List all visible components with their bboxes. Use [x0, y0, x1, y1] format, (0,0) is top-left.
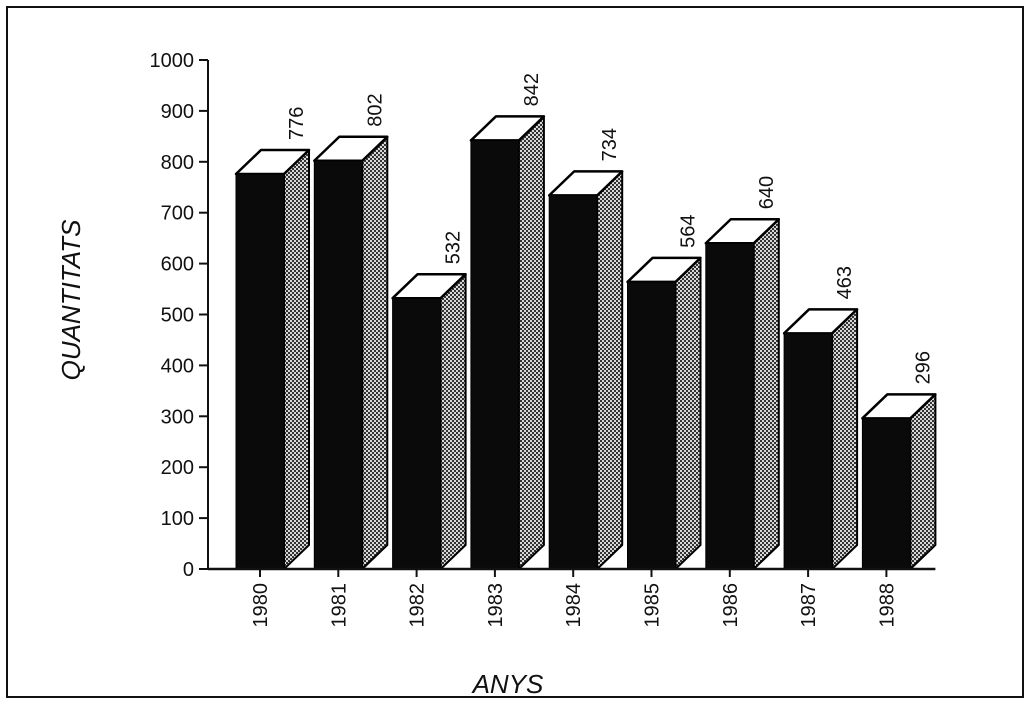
data-label-1981: 802	[364, 93, 386, 126]
bar-1980	[235, 173, 285, 570]
y-tick-label: 500	[161, 305, 194, 327]
bar-1983	[470, 139, 520, 570]
x-tick-label: 1984	[563, 583, 585, 628]
x-tick-label: 1980	[250, 583, 272, 628]
x-tick-label: 1986	[720, 583, 742, 628]
y-tick-label: 900	[161, 101, 194, 123]
bar-side-1982	[439, 273, 467, 570]
y-tick-label: 0	[183, 559, 194, 581]
bar-side-1983	[517, 115, 545, 570]
y-tick-label: 300	[161, 406, 194, 428]
y-tick-label: 1000	[150, 50, 195, 72]
x-tick-label: 1987	[798, 583, 820, 628]
bar-1985	[627, 281, 676, 570]
x-tick-label: 1983	[485, 583, 507, 628]
y-tick-label: 700	[161, 203, 194, 225]
y-tick-label: 600	[161, 254, 194, 276]
data-label-1980: 776	[286, 107, 308, 140]
bar-1988	[861, 417, 911, 570]
bar-side-1984	[596, 170, 624, 570]
y-tick-label: 200	[161, 457, 194, 479]
bar-side-1986	[752, 218, 780, 570]
bar-side-1987	[831, 308, 859, 570]
y-axis-title: QUANTITATS	[56, 219, 86, 380]
data-label-1987: 463	[834, 266, 856, 299]
x-tick-label: 1988	[876, 583, 898, 628]
bar-1986	[705, 242, 755, 570]
x-tick-label: 1982	[407, 583, 429, 628]
bar-side-1985	[674, 256, 702, 570]
x-tick-label: 1985	[642, 583, 664, 628]
bar-1984	[548, 194, 598, 570]
x-axis-title: ANYS	[471, 669, 544, 699]
bar-side-1988	[909, 393, 937, 570]
data-label-1986: 640	[756, 176, 778, 209]
bar-side-1980	[283, 149, 310, 570]
bar-side-1981	[361, 135, 389, 570]
data-label-1982: 532	[443, 231, 465, 264]
data-label-1985: 564	[678, 215, 700, 248]
bar-1987	[783, 332, 833, 570]
y-tick-label: 800	[161, 152, 194, 174]
bar-1981	[313, 160, 363, 570]
y-tick-label: 100	[161, 508, 194, 530]
data-label-1984: 734	[599, 128, 621, 161]
data-label-1988: 296	[912, 351, 934, 384]
plot-area: 0 100 200 300 400 500 600 700 800 900 1000 776 1980 8…	[150, 50, 937, 628]
bar-1982	[392, 297, 442, 570]
data-label-1983: 842	[521, 73, 543, 106]
x-tick-label: 1981	[328, 583, 350, 628]
y-tick-label: 400	[161, 355, 194, 377]
